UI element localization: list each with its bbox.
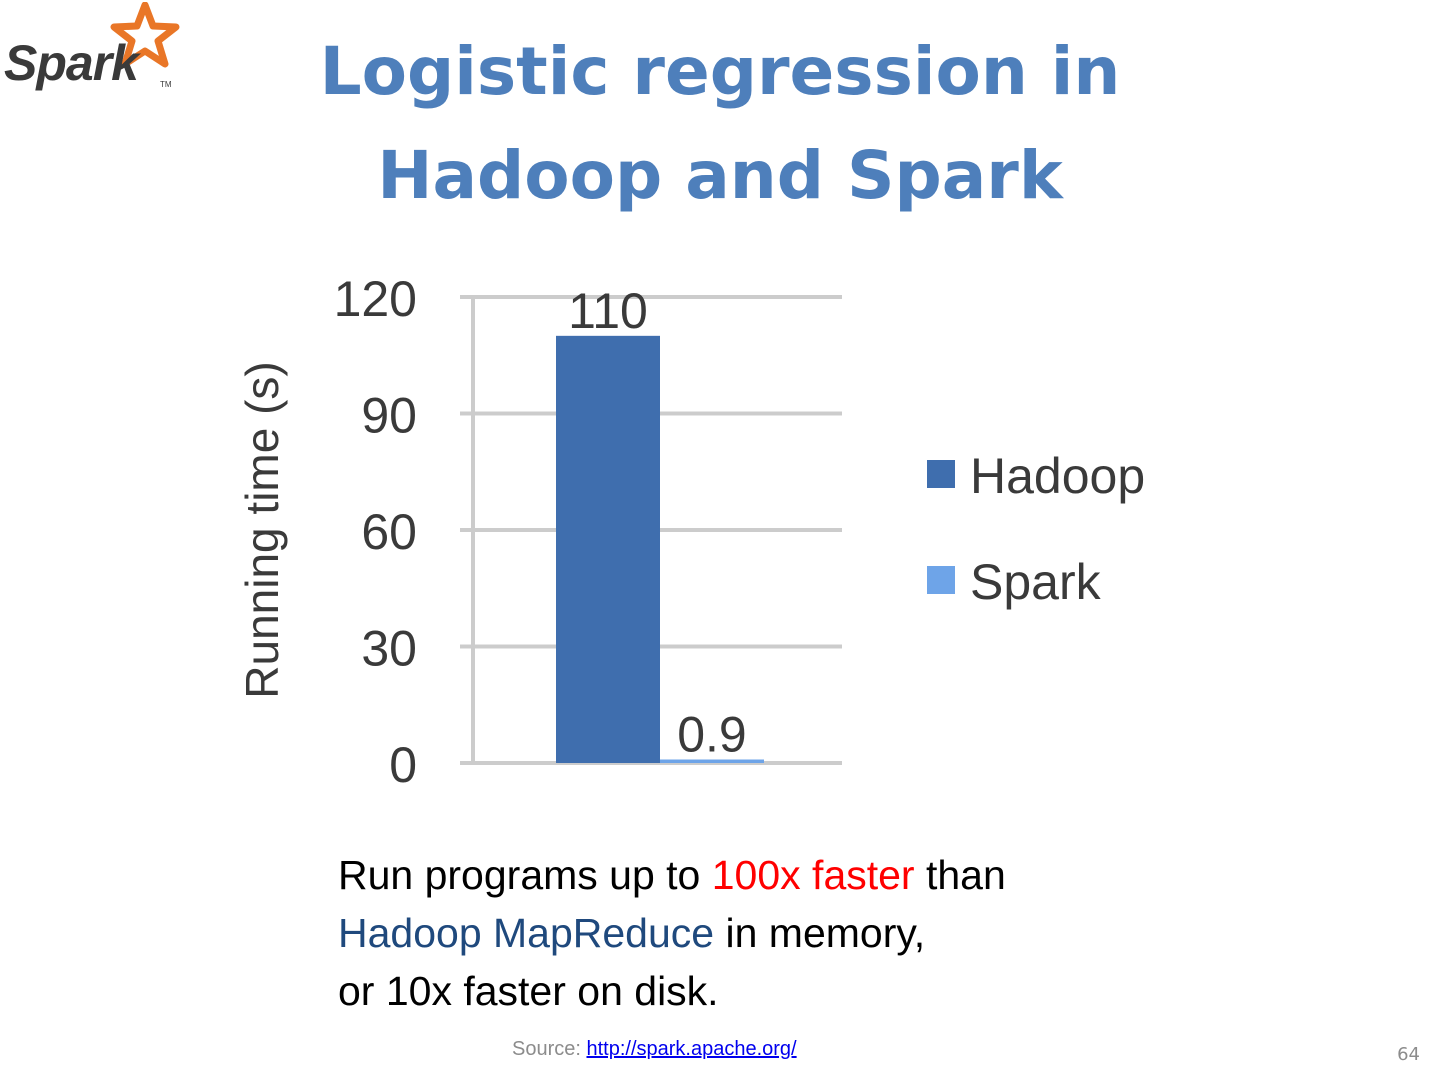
source-label: Source:	[512, 1038, 587, 1060]
bar-chart: 0 30 60 90 120 Running time (s) 110 0.9 Hadoop Sp…	[236, 271, 1145, 793]
legend-label-spark: Spark	[970, 554, 1102, 610]
legend-swatch-hadoop	[927, 460, 955, 488]
highlight-100x-faster: 100x faster	[711, 852, 915, 898]
page-number: 64	[1397, 1044, 1420, 1065]
body-text: Run programs up to 100x faster than Hado…	[338, 846, 1238, 1020]
y-tick-label-0: 0	[389, 737, 417, 793]
y-tick-label-90: 90	[361, 388, 417, 444]
source-link[interactable]: http://spark.apache.org/	[586, 1038, 797, 1060]
y-tick-label-60: 60	[361, 504, 417, 560]
star-icon	[110, 2, 180, 68]
logo-wordmark: Spark	[4, 35, 139, 91]
body-line-1: Run programs up to 100x faster than	[338, 846, 1238, 904]
highlight-hadoop-mapreduce: Hadoop MapReduce	[338, 910, 715, 956]
y-tick-label-30: 30	[361, 621, 417, 677]
bar-spark	[660, 759, 764, 763]
y-tick-label-120: 120	[334, 271, 417, 327]
legend-label-hadoop: Hadoop	[970, 448, 1145, 504]
body-line-2: Hadoop MapReduce in memory,	[338, 904, 1238, 962]
y-axis-title: Running time (s)	[236, 361, 288, 698]
body-line-1-than: than	[914, 852, 1006, 898]
spark-logo: Spark TM	[0, 0, 190, 105]
title-line-2: Hadoop and Spark	[377, 137, 1063, 214]
source-note: Source: http://spark.apache.org/	[512, 1038, 797, 1061]
legend-swatch-spark	[927, 566, 955, 594]
slide-title: Logistic regression in Hadoop and Spark	[240, 20, 1200, 228]
body-line-1-text: Run programs up to	[338, 852, 712, 898]
data-label-spark: 0.9	[677, 707, 747, 763]
body-line-3: or 10x faster on disk.	[338, 968, 719, 1014]
data-label-hadoop: 110	[568, 283, 648, 339]
logo-trademark: TM	[160, 80, 172, 89]
bar-hadoop	[556, 335, 660, 763]
body-line-2-text: in memory,	[714, 910, 926, 956]
title-line-1: Logistic regression in	[319, 33, 1121, 110]
